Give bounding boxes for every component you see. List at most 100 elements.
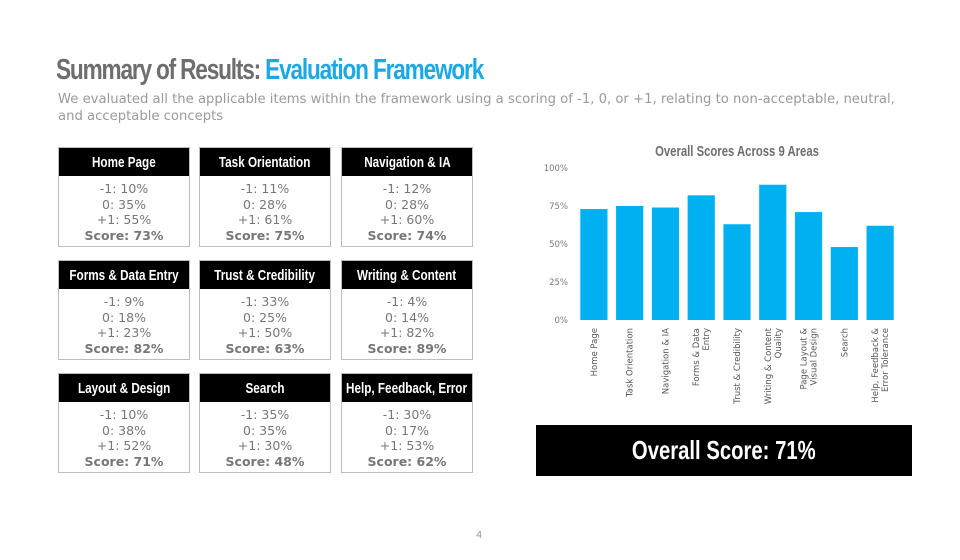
score-card-header: Forms & Data Entry: [59, 261, 189, 289]
score-card-score: Score: 89%: [367, 340, 447, 356]
slide-title: Summary of Results: Evaluation Framework: [56, 54, 484, 87]
y-tick-label: 75%: [549, 202, 568, 212]
score-card-title: Home Page: [92, 153, 156, 171]
score-card-positive: +1: 60%: [379, 212, 435, 227]
y-tick-label: 50%: [549, 240, 568, 250]
x-tick-label: Trust & Credibility: [733, 328, 743, 405]
score-card-negative: -1: 35%: [240, 407, 290, 422]
x-tick-label: Navigation & IA: [661, 328, 671, 394]
score-card: Writing & Content -1: 4% 0: 14% +1: 82% Scor…: [341, 260, 473, 360]
score-card-score: Score: 62%: [367, 453, 447, 469]
chart-bar: [759, 184, 787, 320]
score-card-title: Layout & Design: [77, 379, 171, 397]
score-card-title: Forms & Data Entry: [69, 266, 179, 284]
score-card-title: Help, Feedback, Error: [346, 379, 468, 397]
score-card: Trust & Credibility -1: 33% 0: 25% +1: 50% S…: [199, 260, 331, 360]
score-card-body: -1: 33% 0: 25% +1: 50% Score: 63%: [200, 289, 330, 356]
slide-title-prefix: Summary of Results:: [56, 54, 266, 86]
x-tick-label: Home Page: [590, 328, 600, 376]
slide-subtitle: We evaluated all the applicable items wi…: [58, 92, 895, 124]
y-tick-label: 0%: [555, 316, 569, 326]
chart-bar: [794, 212, 823, 320]
chart-bar: [830, 247, 858, 320]
score-card-negative: -1: 30%: [382, 407, 432, 422]
score-card-neutral: 0: 38%: [102, 422, 146, 438]
score-card-neutral: 0: 25%: [243, 309, 287, 325]
score-card-header: Search: [200, 374, 330, 402]
score-card-header: Home Page: [59, 148, 189, 176]
score-card-header: Trust & Credibility: [200, 261, 330, 289]
score-card-score: Score: 75%: [225, 227, 305, 243]
score-card-title: Search: [245, 379, 285, 397]
x-tick-label: Forms & DataEntry: [692, 328, 712, 386]
chart-bar: [687, 195, 715, 320]
score-card-score: Score: 71%: [84, 453, 164, 469]
score-card-negative: -1: 10%: [99, 181, 149, 196]
score-card-body: -1: 10% 0: 38% +1: 52% Score: 71%: [59, 402, 189, 469]
overall-score-banner: Overall Score: 71%: [536, 425, 912, 476]
score-card: Search -1: 35% 0: 35% +1: 30% Score: 48%: [199, 373, 331, 473]
score-card-neutral: 0: 18%: [102, 309, 146, 325]
score-card-positive: +1: 53%: [379, 438, 435, 453]
score-card-neutral: 0: 14%: [385, 309, 429, 325]
page-number: 4: [476, 530, 483, 541]
x-tick-label: Help, Feedback &Error Tolerance: [871, 328, 891, 403]
score-card-header: Task Orientation: [200, 148, 330, 176]
chart-bar: [616, 206, 644, 320]
score-card-negative: -1: 4%: [386, 294, 428, 309]
score-card-title: Navigation & IA: [363, 153, 451, 171]
overall-scores-chart: Overall Scores Across 9 Areas 0% 25% 50% 75%…: [544, 143, 894, 405]
score-card: Navigation & IA -1: 12% 0: 28% +1: 60% Score…: [341, 147, 473, 247]
score-card-score: Score: 74%: [367, 227, 447, 243]
chart-bar: [866, 225, 894, 320]
score-card-body: -1: 11% 0: 28% +1: 61% Score: 75%: [200, 176, 330, 243]
score-card-neutral: 0: 35%: [243, 422, 287, 438]
score-card-positive: +1: 52%: [96, 438, 152, 453]
score-card-neutral: 0: 28%: [243, 196, 287, 212]
score-card-score: Score: 48%: [225, 453, 305, 469]
score-card-negative: -1: 12%: [382, 181, 432, 196]
score-card: Help, Feedback, Error -1: 30% 0: 17% +1: 53…: [341, 373, 473, 473]
score-card-positive: +1: 61%: [237, 212, 293, 227]
score-card-header: Layout & Design: [59, 374, 189, 402]
score-card-body: -1: 10% 0: 35% +1: 55% Score: 73%: [59, 176, 189, 243]
score-card-body: -1: 4% 0: 14% +1: 82% Score: 89%: [342, 289, 472, 356]
score-card-score: Score: 73%: [84, 227, 164, 243]
chart-title: Overall Scores Across 9 Areas: [655, 143, 819, 160]
score-card-score: Score: 63%: [225, 340, 305, 356]
score-card-neutral: 0: 35%: [102, 196, 146, 212]
x-tick-label: Writing & ContentQuality: [764, 327, 784, 404]
chart-bar: [580, 209, 608, 320]
score-card-neutral: 0: 17%: [385, 422, 429, 438]
score-card-body: -1: 12% 0: 28% +1: 60% Score: 74%: [342, 176, 472, 243]
score-card: Layout & Design -1: 10% 0: 38% +1: 52% Score…: [58, 373, 190, 473]
score-card-title: Task Orientation: [219, 153, 311, 171]
score-card-positive: +1: 82%: [379, 325, 435, 340]
score-card-negative: -1: 10%: [99, 407, 149, 422]
score-card-title: Writing & Content: [357, 266, 457, 284]
chart-bar: [651, 207, 680, 320]
score-card-positive: +1: 55%: [96, 212, 152, 227]
score-card-body: -1: 30% 0: 17% +1: 53% Score: 62%: [342, 402, 472, 469]
x-tick-label: Search: [840, 328, 850, 357]
x-tick-label: Page Layout &Visual Design: [800, 328, 820, 390]
score-card-positive: +1: 23%: [96, 325, 152, 340]
score-card-header: Navigation & IA: [342, 148, 472, 176]
score-card: Home Page -1: 10% 0: 35% +1: 55% Score: 73%: [58, 147, 190, 247]
chart-bar: [723, 224, 751, 320]
score-card: Forms & Data Entry -1: 9% 0: 18% +1: 23% Sco…: [58, 260, 190, 360]
score-card-negative: -1: 11%: [240, 181, 290, 196]
overall-score-text: Overall Score: 71%: [632, 435, 816, 465]
score-card-body: -1: 35% 0: 35% +1: 30% Score: 48%: [200, 402, 330, 469]
score-card: Task Orientation -1: 11% 0: 28% +1: 61% Scor…: [199, 147, 331, 247]
score-card-body: -1: 9% 0: 18% +1: 23% Score: 82%: [59, 289, 189, 356]
y-tick-label: 25%: [549, 278, 568, 288]
score-card-negative: -1: 9%: [103, 294, 145, 309]
score-card-positive: +1: 50%: [237, 325, 293, 340]
score-card-score: Score: 82%: [84, 340, 164, 356]
score-card-positive: +1: 30%: [237, 438, 293, 453]
score-card-header: Writing & Content: [342, 261, 472, 289]
x-tick-label: Task Orientation: [626, 328, 636, 398]
score-card-neutral: 0: 28%: [385, 196, 429, 212]
score-card-header: Help, Feedback, Error: [342, 374, 472, 402]
